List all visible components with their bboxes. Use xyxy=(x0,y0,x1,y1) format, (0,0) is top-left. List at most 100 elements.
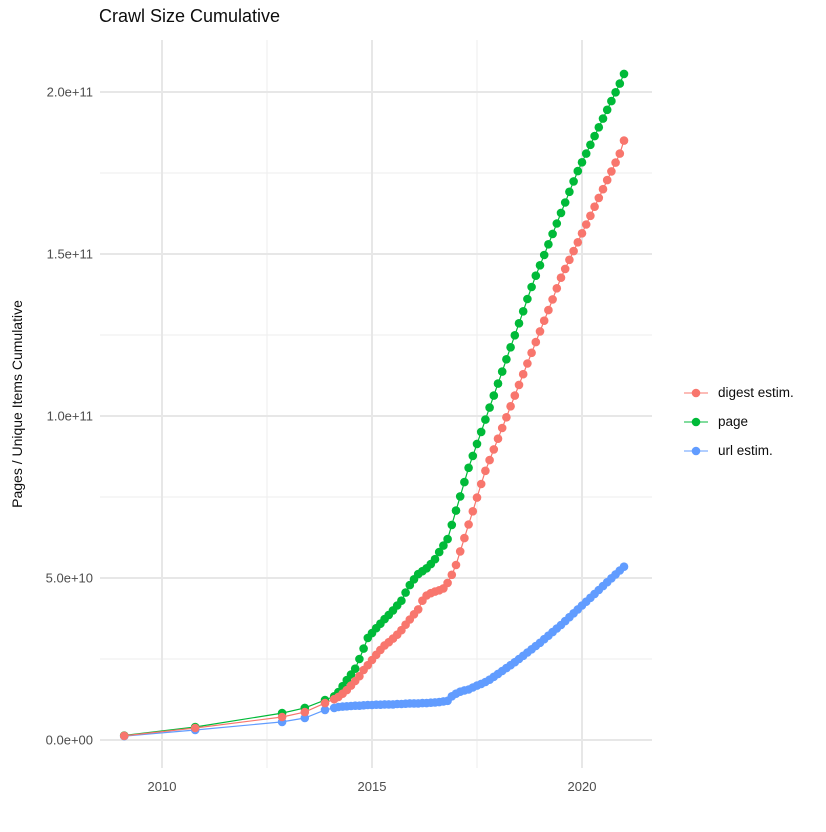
y-tick-label: 1.5e+11 xyxy=(47,247,93,262)
legend-item-digest-estim: digest estim. xyxy=(683,378,794,407)
data-point xyxy=(481,466,490,476)
chart-title: Crawl Size Cumulative xyxy=(99,6,281,26)
data-point xyxy=(455,547,465,556)
data-point xyxy=(443,578,452,588)
data-point xyxy=(489,445,499,454)
data-point xyxy=(355,671,364,681)
data-point xyxy=(577,229,587,238)
data-point xyxy=(493,379,503,388)
data-point xyxy=(506,402,515,411)
data-point xyxy=(493,434,503,444)
data-point xyxy=(320,705,330,715)
data-point xyxy=(569,177,578,186)
data-point xyxy=(506,343,515,352)
data-point xyxy=(397,596,406,605)
data-point xyxy=(556,273,566,283)
data-point xyxy=(443,534,452,544)
data-point xyxy=(560,198,570,207)
data-point xyxy=(468,451,478,461)
legend-label: url estim. xyxy=(718,443,773,458)
data-point xyxy=(497,423,507,433)
data-point xyxy=(594,123,604,132)
data-point xyxy=(527,282,536,292)
data-point xyxy=(451,560,461,570)
data-point xyxy=(602,175,612,185)
data-point xyxy=(523,359,532,368)
data-point xyxy=(502,355,511,364)
gridlines-minor xyxy=(100,40,652,768)
data-point xyxy=(607,167,616,176)
data-point xyxy=(460,477,469,487)
x-tick-label: 2015 xyxy=(358,779,387,794)
data-point xyxy=(401,588,410,597)
data-point xyxy=(581,149,591,158)
data-point xyxy=(569,246,578,256)
data-point xyxy=(607,96,616,106)
data-point xyxy=(451,506,461,515)
data-series xyxy=(119,69,629,741)
data-point xyxy=(497,367,507,376)
data-point xyxy=(523,294,532,304)
data-point xyxy=(548,295,557,304)
data-point xyxy=(277,712,287,722)
data-point xyxy=(485,403,494,412)
data-point xyxy=(518,307,528,316)
legend-item-page: page xyxy=(683,407,794,436)
data-point xyxy=(359,644,368,653)
data-point xyxy=(586,140,595,150)
data-point xyxy=(611,88,620,97)
data-point xyxy=(565,255,574,265)
y-tick-label: 0.0e+00 xyxy=(46,733,93,748)
data-point xyxy=(472,493,482,502)
data-point xyxy=(619,136,629,145)
legend-key-url-icon xyxy=(684,446,708,455)
data-point xyxy=(556,208,566,218)
data-point xyxy=(489,391,499,400)
data-point xyxy=(350,664,360,673)
legend-label: page xyxy=(718,414,749,429)
data-point xyxy=(502,413,511,422)
series-url-estim- xyxy=(119,562,629,741)
data-point xyxy=(447,520,457,530)
data-point xyxy=(300,713,310,723)
data-point xyxy=(476,479,486,489)
data-point xyxy=(472,439,482,449)
data-point xyxy=(560,264,570,274)
data-point xyxy=(577,158,587,167)
data-point xyxy=(439,541,448,550)
data-point xyxy=(476,427,486,437)
y-axis-tick-labels: 0.0e+00 5.0e+10 1.0e+11 1.5e+11 2.0e+11 xyxy=(46,85,93,748)
data-point xyxy=(531,271,541,281)
data-point xyxy=(464,520,473,529)
data-point xyxy=(434,547,444,557)
data-point xyxy=(300,707,310,717)
data-point xyxy=(590,131,599,141)
legend-label: digest estim. xyxy=(718,385,794,400)
data-point xyxy=(355,654,364,664)
data-point xyxy=(413,605,423,614)
data-point xyxy=(481,415,490,424)
data-point xyxy=(460,533,469,543)
data-point xyxy=(544,305,553,315)
y-tick-label: 5.0e+10 xyxy=(46,571,93,586)
data-point xyxy=(455,492,465,501)
data-point xyxy=(552,284,562,293)
data-point xyxy=(586,211,595,221)
data-point xyxy=(590,202,599,211)
data-point xyxy=(619,69,629,79)
data-point xyxy=(544,240,553,249)
data-point xyxy=(190,723,200,733)
y-tick-label: 2.0e+11 xyxy=(47,85,93,100)
data-point xyxy=(539,250,549,260)
data-point xyxy=(611,158,620,167)
data-point xyxy=(619,562,629,571)
y-tick-label: 1.0e+11 xyxy=(47,409,93,424)
data-point xyxy=(447,570,457,580)
data-point xyxy=(539,316,549,326)
legend-item-url-estim: url estim. xyxy=(683,436,794,465)
data-point xyxy=(552,219,562,228)
x-tick-label: 2010 xyxy=(148,779,177,794)
data-point xyxy=(598,114,608,123)
x-tick-label: 2020 xyxy=(568,779,597,794)
